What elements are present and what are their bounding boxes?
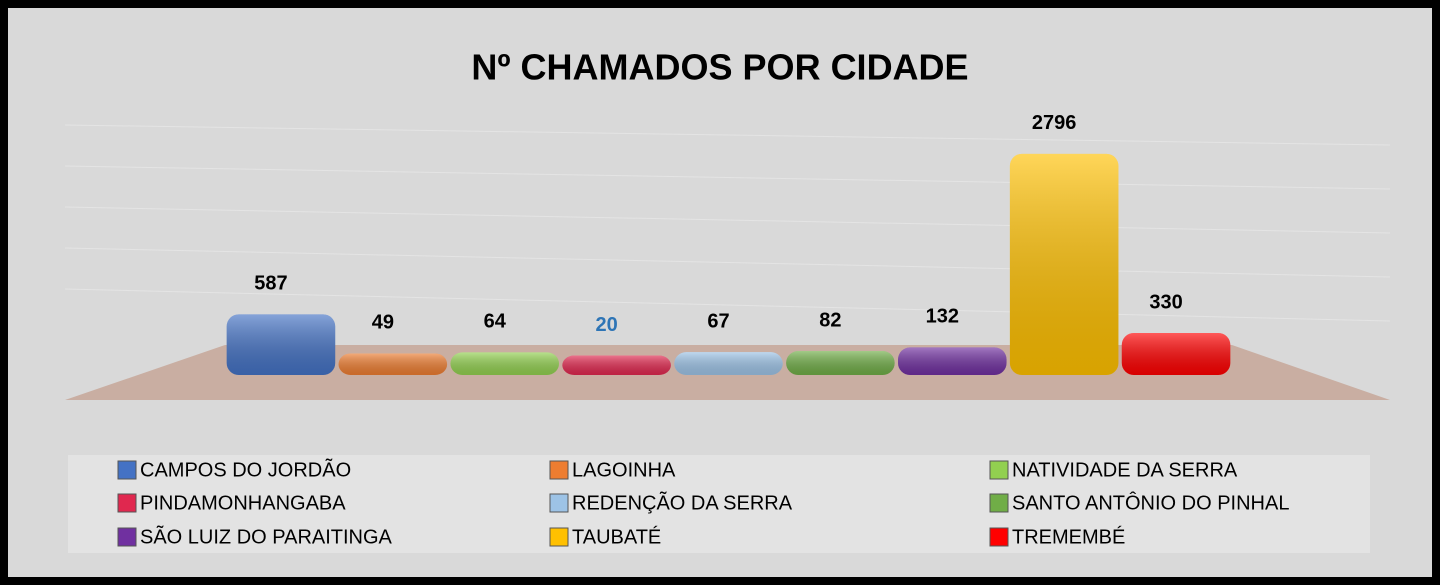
- bar-shade: [450, 352, 559, 375]
- value-label: 82: [819, 309, 841, 331]
- legend-label: LAGOINHA: [572, 459, 676, 481]
- chart-title: Nº CHAMADOS POR CIDADE: [471, 47, 968, 88]
- grid-line: [64, 165, 1391, 190]
- grid-line: [64, 206, 1391, 234]
- value-label: 49: [372, 312, 394, 334]
- value-label: 587: [254, 273, 287, 295]
- legend-label: NATIVIDADE DA SERRA: [1012, 459, 1238, 481]
- value-label: 20: [595, 314, 617, 336]
- bar-shade: [1009, 153, 1119, 375]
- bar-shade: [898, 347, 1007, 375]
- grid-line: [64, 124, 1391, 146]
- value-label: 2796: [1032, 112, 1077, 134]
- bar-shade: [226, 314, 336, 375]
- value-label: 64: [484, 311, 507, 333]
- bar-shade: [1121, 333, 1231, 375]
- legend-swatch: [117, 493, 137, 513]
- legend-swatch: [989, 460, 1009, 480]
- legend-label: CAMPOS DO JORDÃO: [140, 457, 351, 481]
- legend-swatch: [549, 527, 569, 547]
- legend-label: TAUBATÉ: [572, 525, 661, 548]
- legend-label: PINDAMONHANGABA: [140, 492, 346, 514]
- bar-shade: [562, 355, 671, 375]
- legend-label: SÃO LUIZ DO PARAITINGA: [140, 524, 393, 548]
- legend-swatch: [989, 527, 1009, 547]
- grid-line: [64, 288, 1391, 322]
- legend-label: SANTO ANTÔNIO DO PINHAL: [1012, 491, 1289, 514]
- legend-swatch: [549, 493, 569, 513]
- legend-swatch: [117, 460, 137, 480]
- grid-line: [64, 247, 1391, 278]
- legend-swatch: [549, 460, 569, 480]
- value-label: 330: [1149, 291, 1182, 313]
- legend-swatch: [989, 493, 1009, 513]
- value-label: 132: [926, 306, 959, 328]
- bar-shade: [338, 353, 448, 375]
- legend-label: REDENÇÃO DA SERRA: [572, 490, 793, 514]
- bar-shade: [674, 352, 783, 375]
- legend-label: TREMEMBÉ: [1012, 525, 1125, 548]
- legend-swatch: [117, 527, 137, 547]
- bar-shade: [786, 351, 895, 375]
- legend-box: [68, 455, 1370, 553]
- value-label: 67: [707, 310, 729, 332]
